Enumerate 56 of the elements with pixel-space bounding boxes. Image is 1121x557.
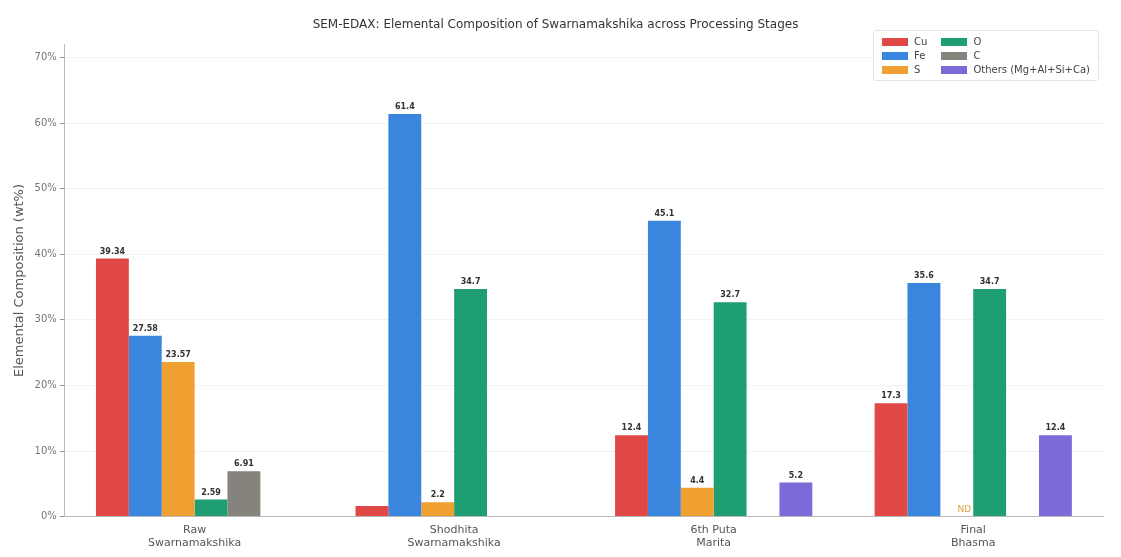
data-label: 35.6 xyxy=(914,271,935,281)
bar xyxy=(355,506,389,517)
y-tick-label: 50% xyxy=(34,182,57,194)
legend-label: Others (Mg+Al+Si+Ca) xyxy=(973,64,1090,75)
data-label: 17.3 xyxy=(881,391,901,401)
data-label: 39.34 xyxy=(99,246,126,256)
legend-label: Fe xyxy=(914,50,926,61)
data-label: 2.2 xyxy=(430,490,445,500)
bar xyxy=(1038,435,1072,517)
data-label: 32.7 xyxy=(720,290,740,300)
data-label: 12.4 xyxy=(1045,423,1066,433)
x-tick-label: Raw Swarnamakshika xyxy=(147,523,242,550)
y-tick-label: 70% xyxy=(34,51,57,63)
data-label: 34.7 xyxy=(460,277,481,287)
x-tick-label: Final Bhasma xyxy=(951,523,996,550)
bar xyxy=(95,258,129,517)
y-axis-title: Elemental Composition (wt%) xyxy=(11,183,27,378)
x-tick-label: Shodhita Swarnamakshika xyxy=(407,523,501,550)
legend-label: O xyxy=(973,36,982,47)
data-label: 27.58 xyxy=(132,323,159,333)
bar xyxy=(680,487,714,517)
legend-label: Cu xyxy=(914,36,928,47)
chart-title: SEM-EDAX: Elemental Composition of Swarnamakshika across Processing Stages xyxy=(312,17,799,32)
bar xyxy=(615,435,648,517)
y-tick-label: 0% xyxy=(40,510,57,522)
bar xyxy=(454,289,488,517)
bar xyxy=(421,502,455,517)
bar xyxy=(647,220,681,517)
y-tick-label: 20% xyxy=(34,379,57,391)
bar xyxy=(779,482,813,517)
data-label: 5.2 xyxy=(788,470,803,480)
bar xyxy=(973,289,1007,517)
data-label: 34.7 xyxy=(979,277,1000,287)
legend-label: C xyxy=(973,50,981,61)
legend-label: S xyxy=(914,64,921,75)
bar xyxy=(161,362,195,517)
y-tick-label: 30% xyxy=(34,313,57,325)
data-label: 4.4 xyxy=(690,475,705,485)
y-tick-label: 60% xyxy=(34,116,57,128)
bar xyxy=(388,113,422,517)
data-label: 12.4 xyxy=(621,423,642,433)
data-label: 6.91 xyxy=(234,459,255,469)
data-label: 23.57 xyxy=(165,350,191,360)
annotation: ND xyxy=(957,504,972,515)
data-label: 45.1 xyxy=(654,208,675,218)
data-label: 2.59 xyxy=(201,487,222,497)
bar xyxy=(874,403,908,517)
bar xyxy=(907,283,941,517)
y-tick-label: 40% xyxy=(34,247,57,259)
x-tick-label: 6th Puta Marita xyxy=(690,523,737,550)
bar xyxy=(128,335,162,517)
bar xyxy=(194,499,228,517)
bar xyxy=(713,302,747,517)
bar xyxy=(227,471,261,517)
y-tick-label: 10% xyxy=(34,444,57,456)
data-label: 61.4 xyxy=(394,102,416,111)
